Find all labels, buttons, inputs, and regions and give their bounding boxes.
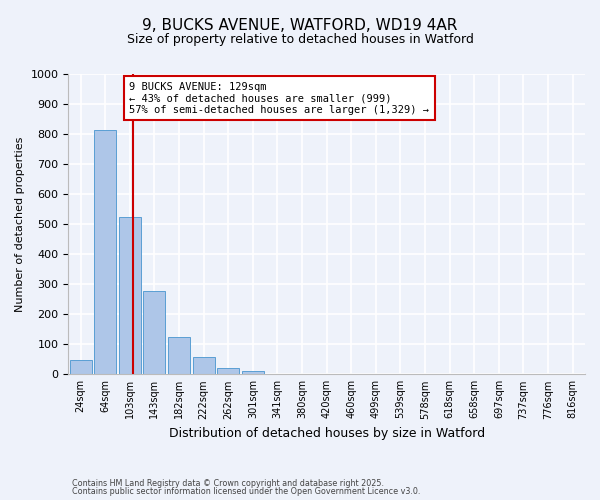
Bar (217, 368, 239, 374)
Y-axis label: Number of detached properties: Number of detached properties (15, 136, 25, 312)
Bar (168, 337, 190, 374)
Text: Contains public sector information licensed under the Open Government Licence v3: Contains public sector information licen… (72, 487, 421, 496)
Bar (70, 360, 92, 374)
Bar (94, 130, 116, 374)
Bar (119, 216, 141, 374)
Text: Size of property relative to detached houses in Watford: Size of property relative to detached ho… (127, 32, 473, 46)
Text: Contains HM Land Registry data © Crown copyright and database right 2025.: Contains HM Land Registry data © Crown c… (72, 478, 384, 488)
Bar (193, 357, 215, 374)
Text: 9, BUCKS AVENUE, WATFORD, WD19 4AR: 9, BUCKS AVENUE, WATFORD, WD19 4AR (142, 18, 458, 32)
Bar (242, 371, 264, 374)
X-axis label: Distribution of detached houses by size in Watford: Distribution of detached houses by size … (169, 427, 485, 440)
Bar (143, 291, 166, 374)
Text: 9 BUCKS AVENUE: 129sqm
← 43% of detached houses are smaller (999)
57% of semi-de: 9 BUCKS AVENUE: 129sqm ← 43% of detached… (130, 82, 430, 114)
